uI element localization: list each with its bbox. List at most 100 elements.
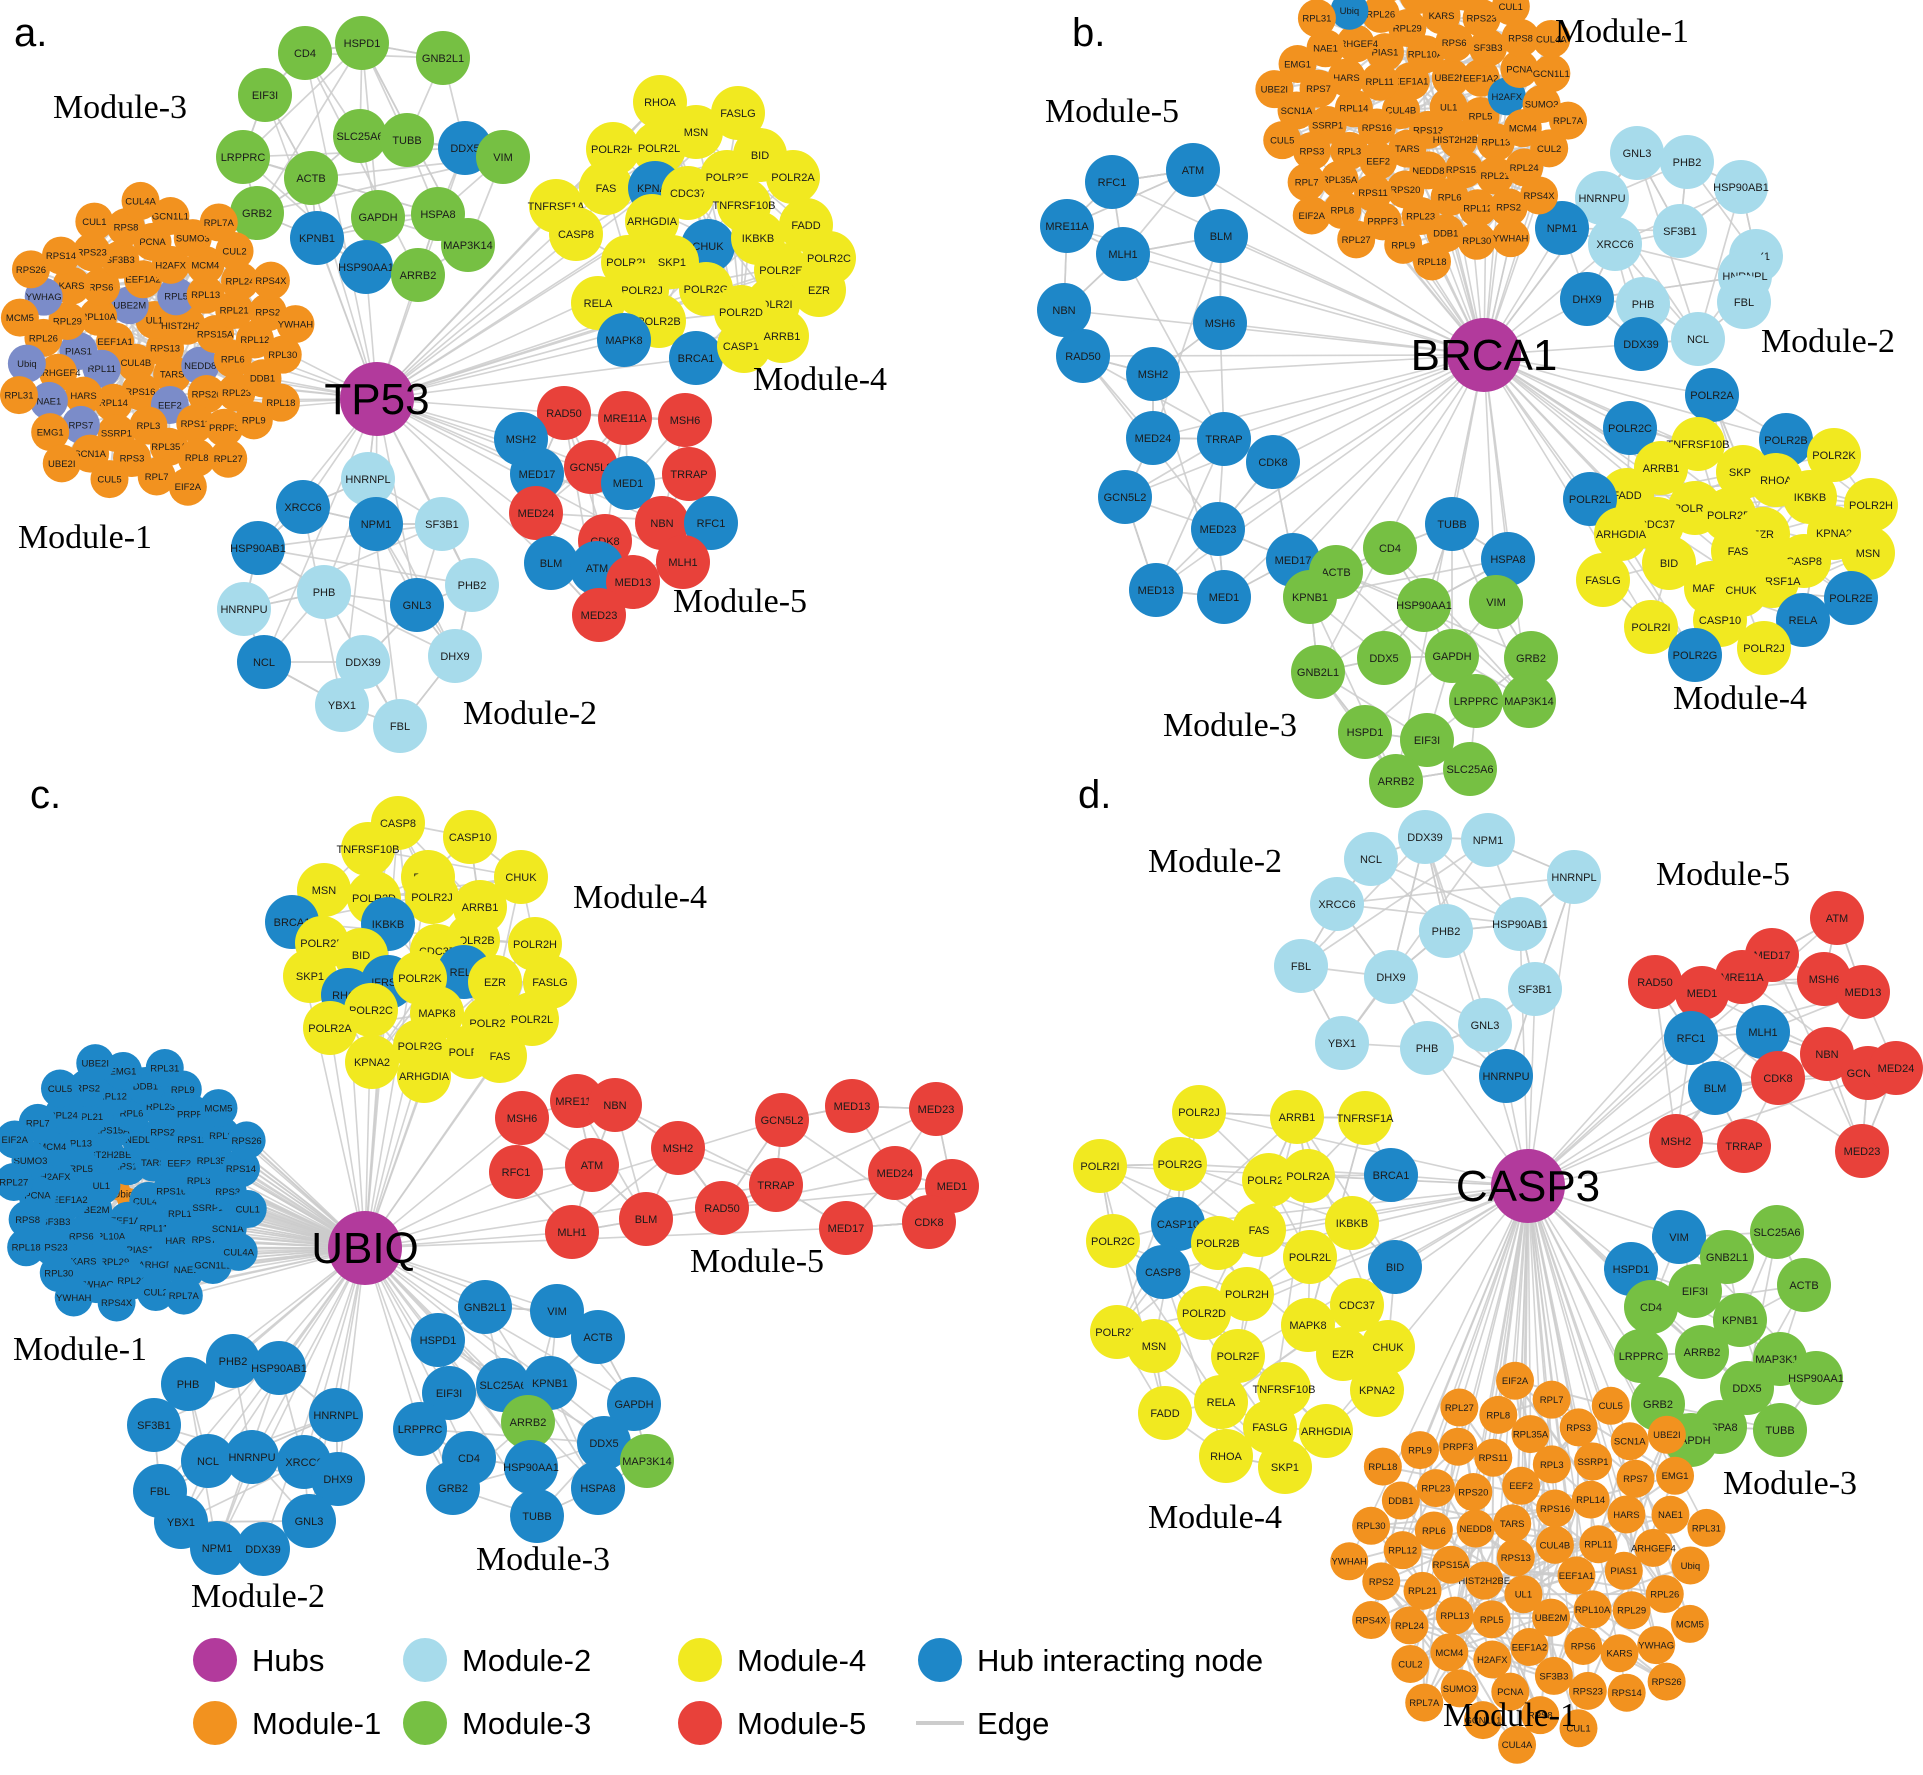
node-label-GCN1L1: GCN1L1	[1533, 69, 1570, 80]
node-label-MED17: MED17	[1275, 555, 1312, 567]
module-label-a-Module-3: Module-3	[53, 89, 187, 126]
node-MED17	[819, 1201, 873, 1255]
node-label-RPS16: RPS16	[125, 387, 155, 398]
node-label-CDK8: CDK8	[1258, 457, 1287, 469]
node-RPL12	[1458, 189, 1497, 228]
node-label-RPL23: RPL23	[222, 388, 251, 399]
node-GCN1L1	[151, 197, 190, 236]
node-label-ARRB1: ARRB1	[764, 331, 801, 343]
node-label-KARS: KARS	[59, 281, 85, 292]
node-label-RPS6: RPS6	[1442, 38, 1467, 49]
node-label-HARS: HARS	[70, 391, 96, 402]
node-PIAS1	[1365, 33, 1404, 72]
node-label-KPNA2: KPNA2	[1816, 528, 1852, 540]
node-RPS11	[176, 404, 215, 443]
node-label-RPS3: RPS3	[215, 1187, 240, 1198]
node-label-RELA: RELA	[1207, 1397, 1236, 1409]
node-label-NEDD8: NEDD8	[125, 1135, 157, 1146]
node-label-ARHGEF4: ARHGEF4	[138, 1260, 183, 1271]
node-label-GNB2L1: GNB2L1	[1706, 1252, 1748, 1264]
node-label-RPL3: RPL3	[1337, 146, 1361, 157]
node-RPS8	[8, 1200, 47, 1239]
node-label-RPS15A: RPS15A	[93, 1126, 130, 1137]
node-FBL	[1274, 939, 1328, 993]
node-label-ARRB1: ARRB1	[462, 902, 499, 914]
node-label-RPL13: RPL13	[63, 1138, 92, 1149]
node-MED24	[1869, 1041, 1923, 1095]
node-label-PHB: PHB	[313, 587, 336, 599]
node-SLC25A6	[1750, 1205, 1804, 1259]
node-label-CUL5: CUL5	[1270, 136, 1294, 147]
node-CHUK	[1361, 1320, 1415, 1374]
node-label-POLR2G: POLR2G	[684, 284, 729, 296]
node-label-CUL5: CUL5	[97, 474, 121, 485]
node-label-POLR2F: POLR2F	[1217, 1351, 1260, 1363]
node-PHB	[1616, 277, 1670, 331]
legend-swatch-Module-5	[678, 1701, 722, 1745]
node-label-RPL9: RPL9	[1391, 240, 1415, 251]
node-label-RHOA: RHOA	[1210, 1451, 1242, 1463]
node-label-IKBKB: IKBKB	[742, 233, 774, 245]
node-PHB2	[1419, 904, 1473, 958]
node-RPS4X	[1520, 176, 1559, 215]
node-RPL18	[1412, 242, 1451, 281]
node-label-SCN1A: SCN1A	[1281, 106, 1313, 117]
node-label-MLH1: MLH1	[668, 557, 697, 569]
node-label-MAPK8: MAPK8	[605, 335, 642, 347]
module-label-d-Module-5: Module-5	[1656, 856, 1790, 893]
node-label-MED24: MED24	[1135, 433, 1172, 445]
node-HNRNPU	[225, 1430, 279, 1484]
node-SSRP1	[1574, 1442, 1613, 1481]
node-TRRAP	[749, 1158, 803, 1212]
node-RPS20	[187, 375, 226, 414]
node-BLM	[619, 1192, 673, 1246]
node-label-RPL7: RPL7	[26, 1118, 50, 1129]
node-GAPDH	[351, 190, 405, 244]
node-ATM	[565, 1138, 619, 1192]
node-label-POLR2L: POLR2L	[511, 1014, 553, 1026]
node-label-MSN: MSN	[684, 127, 709, 139]
labels-panel-d: Module-2 Module-5 Module-4 Module-3 Module-1…	[1078, 773, 1857, 1734]
node-label-RPL6: RPL6	[1422, 1526, 1446, 1537]
node-label-RPL31: RPL31	[1302, 14, 1331, 25]
node-label-MCM4: MCM4	[1435, 1648, 1463, 1659]
node-label-ATM: ATM	[1826, 913, 1848, 925]
node-GNB2L1	[1291, 645, 1345, 699]
node-label-MAP3K14: MAP3K14	[1504, 696, 1554, 708]
node-label-RPL35A: RPL35A	[151, 442, 187, 453]
node-label-TRRAP: TRRAP	[757, 1180, 794, 1192]
node-HARS	[1607, 1495, 1646, 1534]
node-CUL1	[75, 202, 114, 241]
node-label-NAE1: NAE1	[1313, 44, 1338, 55]
node-label-RPS4X: RPS4X	[255, 276, 287, 287]
node-label-MSH2: MSH2	[506, 434, 537, 446]
node-label-EIF3I: EIF3I	[252, 90, 278, 102]
node-label-RPL30: RPL30	[1462, 236, 1491, 247]
node-label-ATM: ATM	[581, 1160, 603, 1172]
node-label-RPL12: RPL12	[1388, 1546, 1417, 1557]
node-label-MED23: MED23	[918, 1104, 955, 1116]
node-label-RPS13: RPS13	[113, 1162, 143, 1173]
node-label-RPL11: RPL11	[88, 364, 116, 375]
node-RPL7A	[1405, 1683, 1444, 1722]
node-RPL8	[177, 438, 216, 477]
node-label-RPS6: RPS6	[1571, 1641, 1596, 1652]
node-RPL31	[1297, 0, 1336, 38]
node-CD4	[1624, 1280, 1678, 1334]
node-label-EEF1A2: EEF1A2	[1463, 73, 1498, 84]
node-label-ATM: ATM	[586, 563, 608, 575]
node-RPL7	[137, 457, 176, 496]
node-label-MCM4: MCM4	[38, 1142, 66, 1153]
node-label-HNRNPU: HNRNPU	[1482, 1071, 1529, 1083]
node-MED24	[1126, 411, 1180, 465]
labels-panel-b: Module-5 Module-2 Module-4 Module-3 Module-1…	[1045, 11, 1895, 744]
node-label-RPL11: RPL11	[140, 1224, 168, 1235]
node-VIM	[1652, 1210, 1706, 1264]
node-label-VIM: VIM	[1486, 597, 1506, 609]
node-POLR2L	[1283, 1230, 1337, 1284]
node-label-UBE2M: UBE2M	[113, 301, 146, 312]
node-RPS7	[61, 405, 100, 444]
node-label-BLM: BLM	[1704, 1083, 1727, 1095]
node-UBE2I	[1647, 1415, 1686, 1454]
node-label-RPS4X: RPS4X	[1355, 1615, 1387, 1626]
